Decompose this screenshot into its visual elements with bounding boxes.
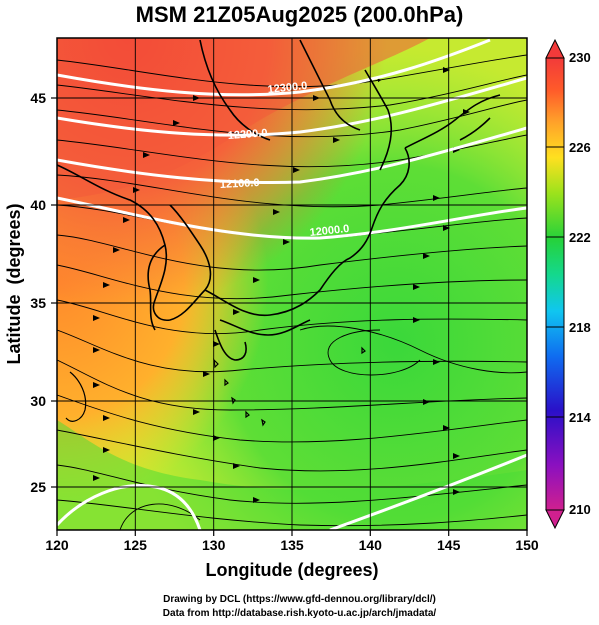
y-tick-label: 40 (30, 197, 46, 213)
x-tick-label: 150 (515, 537, 539, 553)
colorbar-body (545, 57, 565, 511)
y-tick-label: 30 (30, 393, 46, 409)
contour-label: 12200.0 (227, 127, 268, 142)
colorbar-label: 226 (569, 140, 591, 155)
y-tick-labels: 25 30 35 40 45 (30, 90, 46, 495)
colorbar-label: 222 (569, 230, 591, 245)
colorbar-label: 210 (569, 502, 591, 517)
colorbar: 230 226 222 218 214 210 (545, 38, 591, 530)
footer-credit-data: Data from http://database.rish.kyoto-u.a… (162, 608, 437, 619)
y-tick-label: 45 (30, 90, 46, 106)
contour-label: 12000.0 (309, 223, 350, 239)
chart-title: MSM 21Z05Aug2025 (200.0hPa) (135, 2, 464, 27)
x-tick-label: 120 (45, 537, 69, 553)
colorbar-top-cap (545, 38, 565, 59)
height-contours (57, 38, 527, 530)
contour-label: 12300.0 (267, 80, 308, 96)
contour-label: 12100.0 (220, 177, 260, 191)
axis-ticks (51, 97, 528, 536)
colorbar-label: 230 (569, 50, 591, 65)
streamline-arrows (93, 67, 470, 503)
y-tick-label: 35 (30, 295, 46, 311)
x-tick-label: 140 (359, 537, 383, 553)
x-axis-title: Longitude (degrees) (205, 560, 378, 580)
x-tick-label: 130 (202, 537, 226, 553)
colorbar-label: 214 (569, 410, 591, 425)
grid (57, 38, 527, 530)
x-tick-label: 145 (437, 537, 461, 553)
colorbar-bottom-cap (545, 509, 565, 530)
y-tick-label: 25 (30, 479, 46, 495)
colorbar-label: 218 (569, 320, 591, 335)
islands (65, 346, 366, 427)
x-tick-labels: 120 125 130 135 140 145 150 (45, 537, 539, 553)
y-axis-title: Latitude (degrees) (4, 203, 24, 364)
x-tick-label: 125 (124, 537, 148, 553)
x-tick-label: 135 (280, 537, 304, 553)
contour-labels: 12300.0 12200.0 12100.0 12000.0 (220, 80, 350, 239)
footer-credit-drawing: Drawing by DCL (https://www.gfd-dennou.o… (163, 594, 436, 605)
coastlines (57, 39, 501, 361)
